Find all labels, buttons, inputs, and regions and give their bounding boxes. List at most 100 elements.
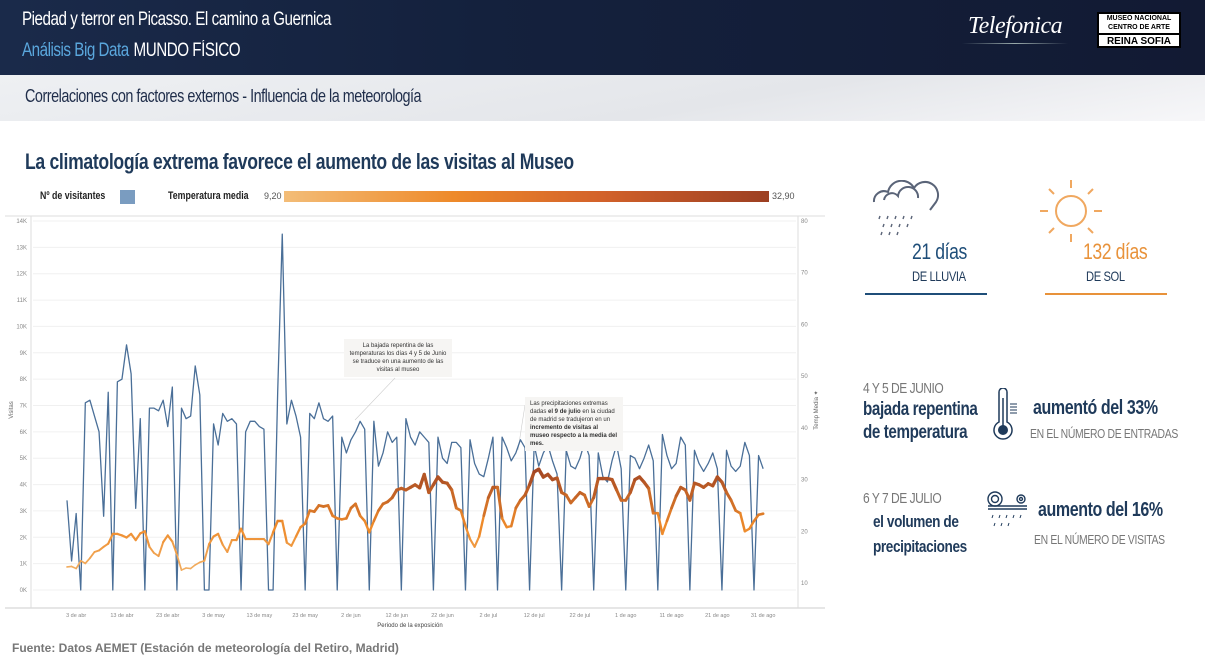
- sun-icon: [1040, 180, 1102, 242]
- temp-series-segment: [450, 488, 458, 510]
- x-tick-label: 22 de jul: [570, 613, 591, 619]
- temp-series-segment: [478, 514, 485, 538]
- temp-series-segment: [647, 486, 655, 515]
- temp-series-segment: [303, 509, 312, 525]
- museo-reina-sofia-logo: MUSEO NACIONAL CENTRO DE ARTE REINA SOFI…: [1097, 12, 1181, 48]
- x-tick-label: 3 de may: [202, 613, 225, 619]
- temp-series-segment: [464, 524, 472, 541]
- temp-series-segment: [235, 527, 243, 542]
- y-tick-label: 14K: [16, 219, 27, 225]
- temp-series-segment: [207, 535, 215, 546]
- telefonica-logo: Telefonica: [968, 13, 1063, 39]
- temp-series-segment: [354, 502, 362, 518]
- x-tick-label: 31 de ago: [751, 613, 775, 619]
- temp-series-segment: [469, 538, 476, 548]
- temp-series-segment: [628, 477, 637, 495]
- annotation-text: respecto a la media del mes.: [530, 433, 618, 447]
- temp-series-segment: [615, 488, 623, 502]
- legend-temp-max: 32,90: [772, 191, 795, 201]
- temp-series-segment: [674, 485, 683, 498]
- temp-series-segment: [496, 485, 504, 520]
- temp-series-segment: [148, 545, 155, 554]
- temp-event-date: 4 Y 5 DE JUNIO: [863, 380, 944, 397]
- y-tick-label: 5K: [20, 456, 27, 462]
- temp-series-segment: [661, 519, 669, 536]
- y2-tick-label: 50: [801, 374, 808, 380]
- temp-series-segment: [720, 480, 729, 495]
- temp-series-segment: [134, 532, 142, 542]
- temp-event-desc: bajada repentina: [863, 399, 978, 420]
- temp-series-segment: [267, 531, 275, 546]
- annotation-leader: [354, 377, 396, 421]
- rain-event-desc: el volumen de: [873, 512, 959, 531]
- y-tick-label: 9K: [20, 351, 27, 357]
- temp-series-segment: [162, 534, 169, 544]
- annotation-text: Las precipitaciones extremas dadas: [530, 401, 608, 415]
- temp-series-segment: [729, 498, 738, 513]
- temp-series-segment: [473, 535, 481, 548]
- rain-event-desc: precipitaciones: [873, 537, 967, 556]
- temp-series-segment: [587, 496, 596, 508]
- y2-tick-label: 80: [801, 219, 808, 225]
- temp-series-segment: [670, 494, 678, 510]
- temp-series-segment: [363, 519, 371, 534]
- temp-series-segment: [239, 527, 247, 541]
- temp-series-segment: [748, 519, 756, 530]
- annotation-bold: el 9 de julio: [548, 409, 581, 415]
- subtitle-main: MUNDO FÍSICO: [133, 40, 241, 61]
- y-tick-label: 7K: [20, 404, 27, 410]
- temp-series-segment: [486, 485, 495, 500]
- temp-series-segment: [482, 496, 490, 518]
- subtitle-accent: Análisis Big Data: [22, 40, 129, 61]
- temp-series-segment: [226, 539, 233, 553]
- temp-series-segment: [514, 498, 522, 510]
- y2-tick-label: 10: [801, 581, 808, 587]
- report-subtitle: Análisis Big Data MUNDO FÍSICO: [22, 40, 241, 62]
- annotation-temperature-drop: La bajada repentina de las temperaturas …: [344, 339, 452, 377]
- rain-event-date: 6 Y 7 DE JULIO: [863, 490, 942, 507]
- y-axis-title: Visitas: [9, 401, 15, 419]
- legend-visits-swatch: [120, 190, 135, 204]
- temp-event-desc: de temperatura: [863, 422, 968, 443]
- temp-series-segment: [84, 557, 91, 565]
- sun-days-value: 132 días: [1083, 239, 1148, 264]
- rain-event-effect: aumento del 16%: [1038, 499, 1163, 521]
- sun-divider: [1045, 293, 1167, 295]
- temp-series-segment: [739, 511, 747, 533]
- temp-series-segment: [70, 565, 77, 570]
- temp-series-segment: [656, 511, 664, 536]
- y2-tick-label: 70: [801, 271, 808, 277]
- temp-series-segment: [294, 526, 302, 538]
- wind-rain-icon: [987, 491, 1027, 527]
- y2-tick-label: 30: [801, 478, 808, 484]
- temp-series-segment: [194, 561, 201, 566]
- temp-series-segment: [130, 532, 137, 542]
- temp-series-segment: [107, 532, 114, 545]
- temp-series-segment: [555, 476, 564, 495]
- temp-event-effect-sub: EN EL NÚMERO DE ENTRADAS: [1030, 426, 1178, 441]
- temp-series-segment: [459, 509, 467, 528]
- temp-series-segment: [527, 470, 536, 487]
- annotation-precipitation: Las precipitaciones extremas dadas el 9 …: [525, 397, 623, 451]
- x-tick-label: 12 de jul: [524, 613, 545, 619]
- temp-series-segment: [523, 483, 532, 497]
- data-source: Fuente: Datos AEMET (Estación de meteoro…: [12, 641, 399, 655]
- y-tick-label: 10K: [16, 324, 27, 330]
- temp-series-segment: [166, 534, 174, 543]
- y2-tick-label: 40: [801, 426, 808, 432]
- temp-series-segment: [725, 491, 733, 502]
- temp-series-segment: [189, 564, 197, 570]
- y-tick-label: 8K: [20, 377, 27, 383]
- x-tick-label: 13 de abr: [110, 613, 133, 619]
- temp-series-segment: [217, 532, 224, 546]
- legend-temp-label: Temperatura media: [168, 190, 249, 202]
- chart-area: 0K 1K 2K 3K 4K 5K 6K 7K 8K 9K 10K 11K 12K 13K 14K 10 20…: [5, 215, 825, 629]
- temp-series-segment: [509, 506, 518, 528]
- x-tick-label: 23 de may: [292, 613, 318, 619]
- temp-series-segment: [345, 506, 353, 520]
- y2-tick-label: 60: [801, 322, 808, 328]
- logo-line: MUSEO NACIONAL: [1106, 15, 1172, 22]
- legend-temp-gradient: [284, 191, 769, 202]
- y2-tick-label: 20: [801, 529, 808, 535]
- legend-visits-label: Nº de visitantes: [40, 190, 106, 202]
